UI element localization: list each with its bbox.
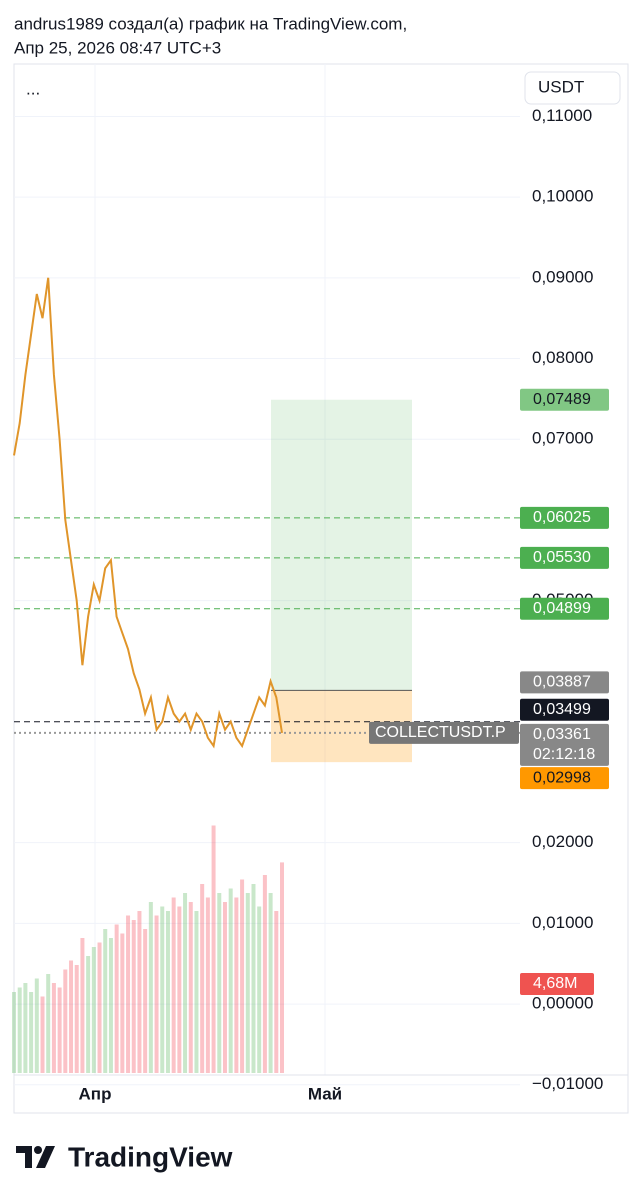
volume-bar [108, 938, 113, 1073]
brand: TradingView [68, 1141, 233, 1172]
volume-label: 4,68M [533, 975, 577, 992]
volume-bar [74, 965, 79, 1073]
symbol-box [369, 721, 519, 744]
profit-zone [271, 399, 412, 691]
volume-bar [69, 960, 74, 1073]
volume-bar [80, 938, 85, 1073]
volume-bar [34, 978, 39, 1073]
entry-badge [520, 671, 609, 694]
take-profit-label: 0,05530 [533, 549, 591, 566]
volume-bar [97, 942, 102, 1073]
volume-bar [165, 911, 170, 1073]
last-price-label: 0,03361 [533, 726, 591, 743]
volume-bar [234, 897, 239, 1073]
volume-bar [171, 897, 176, 1073]
volume-bar [177, 906, 182, 1073]
volume-bar [245, 893, 250, 1073]
volume-bar [205, 897, 210, 1073]
symbol: COLLECTUSDT.P [375, 724, 506, 741]
x-tick-label: Май [308, 1084, 342, 1103]
marker-label: 0,03499 [533, 701, 591, 718]
volume-bar [120, 933, 125, 1073]
currency-box[interactable] [524, 71, 621, 105]
plot: 0,110000,100000,090000,080000,070000,050… [12, 106, 609, 1093]
volume-bar [240, 879, 245, 1073]
countdown: 02:12:18 [533, 746, 595, 763]
volume-bar [160, 906, 165, 1073]
menu[interactable]: ... [26, 79, 40, 98]
volume-bar [262, 875, 267, 1073]
volume-bar [194, 911, 199, 1073]
take-profit-badge [520, 546, 609, 569]
x-tick-label: Апр [79, 1084, 112, 1103]
volume-bar [126, 915, 131, 1073]
stop-label: 0,02998 [533, 769, 591, 786]
y-tick-label: 0,11000 [532, 106, 592, 125]
volume-bar [23, 983, 28, 1073]
chart-frame [13, 63, 629, 1114]
take-profit-badge [520, 506, 609, 529]
volume-bar [57, 987, 62, 1073]
price-line [13, 277, 283, 749]
volume-bar [257, 906, 262, 1073]
volume-bar [131, 920, 136, 1073]
volume-bar [91, 947, 96, 1073]
y-tick-label: 0,09000 [532, 267, 593, 286]
volume-bar [188, 902, 193, 1073]
volume-bar [222, 902, 227, 1073]
volume-bar [211, 825, 216, 1073]
last-price-badge [520, 723, 609, 766]
volume-bar [17, 987, 22, 1073]
volume-bar [137, 911, 142, 1073]
y-tick-label: 0,00000 [532, 994, 593, 1013]
volume-bar [251, 884, 256, 1073]
volume-badge [520, 973, 594, 995]
volume-bar [86, 956, 91, 1073]
marker-badge [520, 698, 609, 721]
volume-bar [143, 929, 148, 1073]
y-tick-label: 0,10000 [532, 187, 593, 206]
target-badge [520, 388, 609, 411]
y-tick-label: −0,01000 [532, 1074, 603, 1093]
header-line: andrus1989 создал(а) график на TradingVi… [14, 14, 407, 33]
volume-bar [154, 915, 159, 1073]
volume-bar [51, 983, 56, 1073]
volume-bar [46, 974, 51, 1073]
take-profit-badge [520, 597, 609, 620]
volume-bar [280, 862, 284, 1073]
entry-label: 0,03887 [533, 674, 591, 691]
y-tick-label: 0,07000 [532, 429, 593, 448]
volume-bar [114, 924, 119, 1073]
y-tick-label: 0,08000 [532, 348, 593, 367]
y-tick-label: 0,02000 [532, 832, 593, 851]
volume-bar [40, 996, 45, 1073]
y-tick-label: 0,01000 [532, 913, 593, 932]
volume-bar [29, 992, 34, 1073]
volume-bar [183, 893, 188, 1073]
volume-bar [63, 969, 68, 1073]
volume-bar [148, 902, 153, 1073]
volume-bar [268, 893, 273, 1073]
stop-badge [520, 767, 609, 790]
target-label: 0,07489 [533, 391, 591, 408]
header-line: Апр 25, 2026 08:47 UTC+3 [14, 38, 221, 57]
take-profit-label: 0,06025 [533, 509, 591, 526]
volume-bar [200, 884, 205, 1073]
volume-bar [12, 992, 16, 1073]
volume-bar [228, 888, 233, 1073]
volume-bar [103, 929, 108, 1073]
volume-bar [274, 911, 279, 1073]
take-profit-label: 0,04899 [533, 600, 591, 617]
logo [16, 1146, 55, 1168]
currency: USDT [538, 77, 584, 96]
volume-bar [217, 893, 222, 1073]
